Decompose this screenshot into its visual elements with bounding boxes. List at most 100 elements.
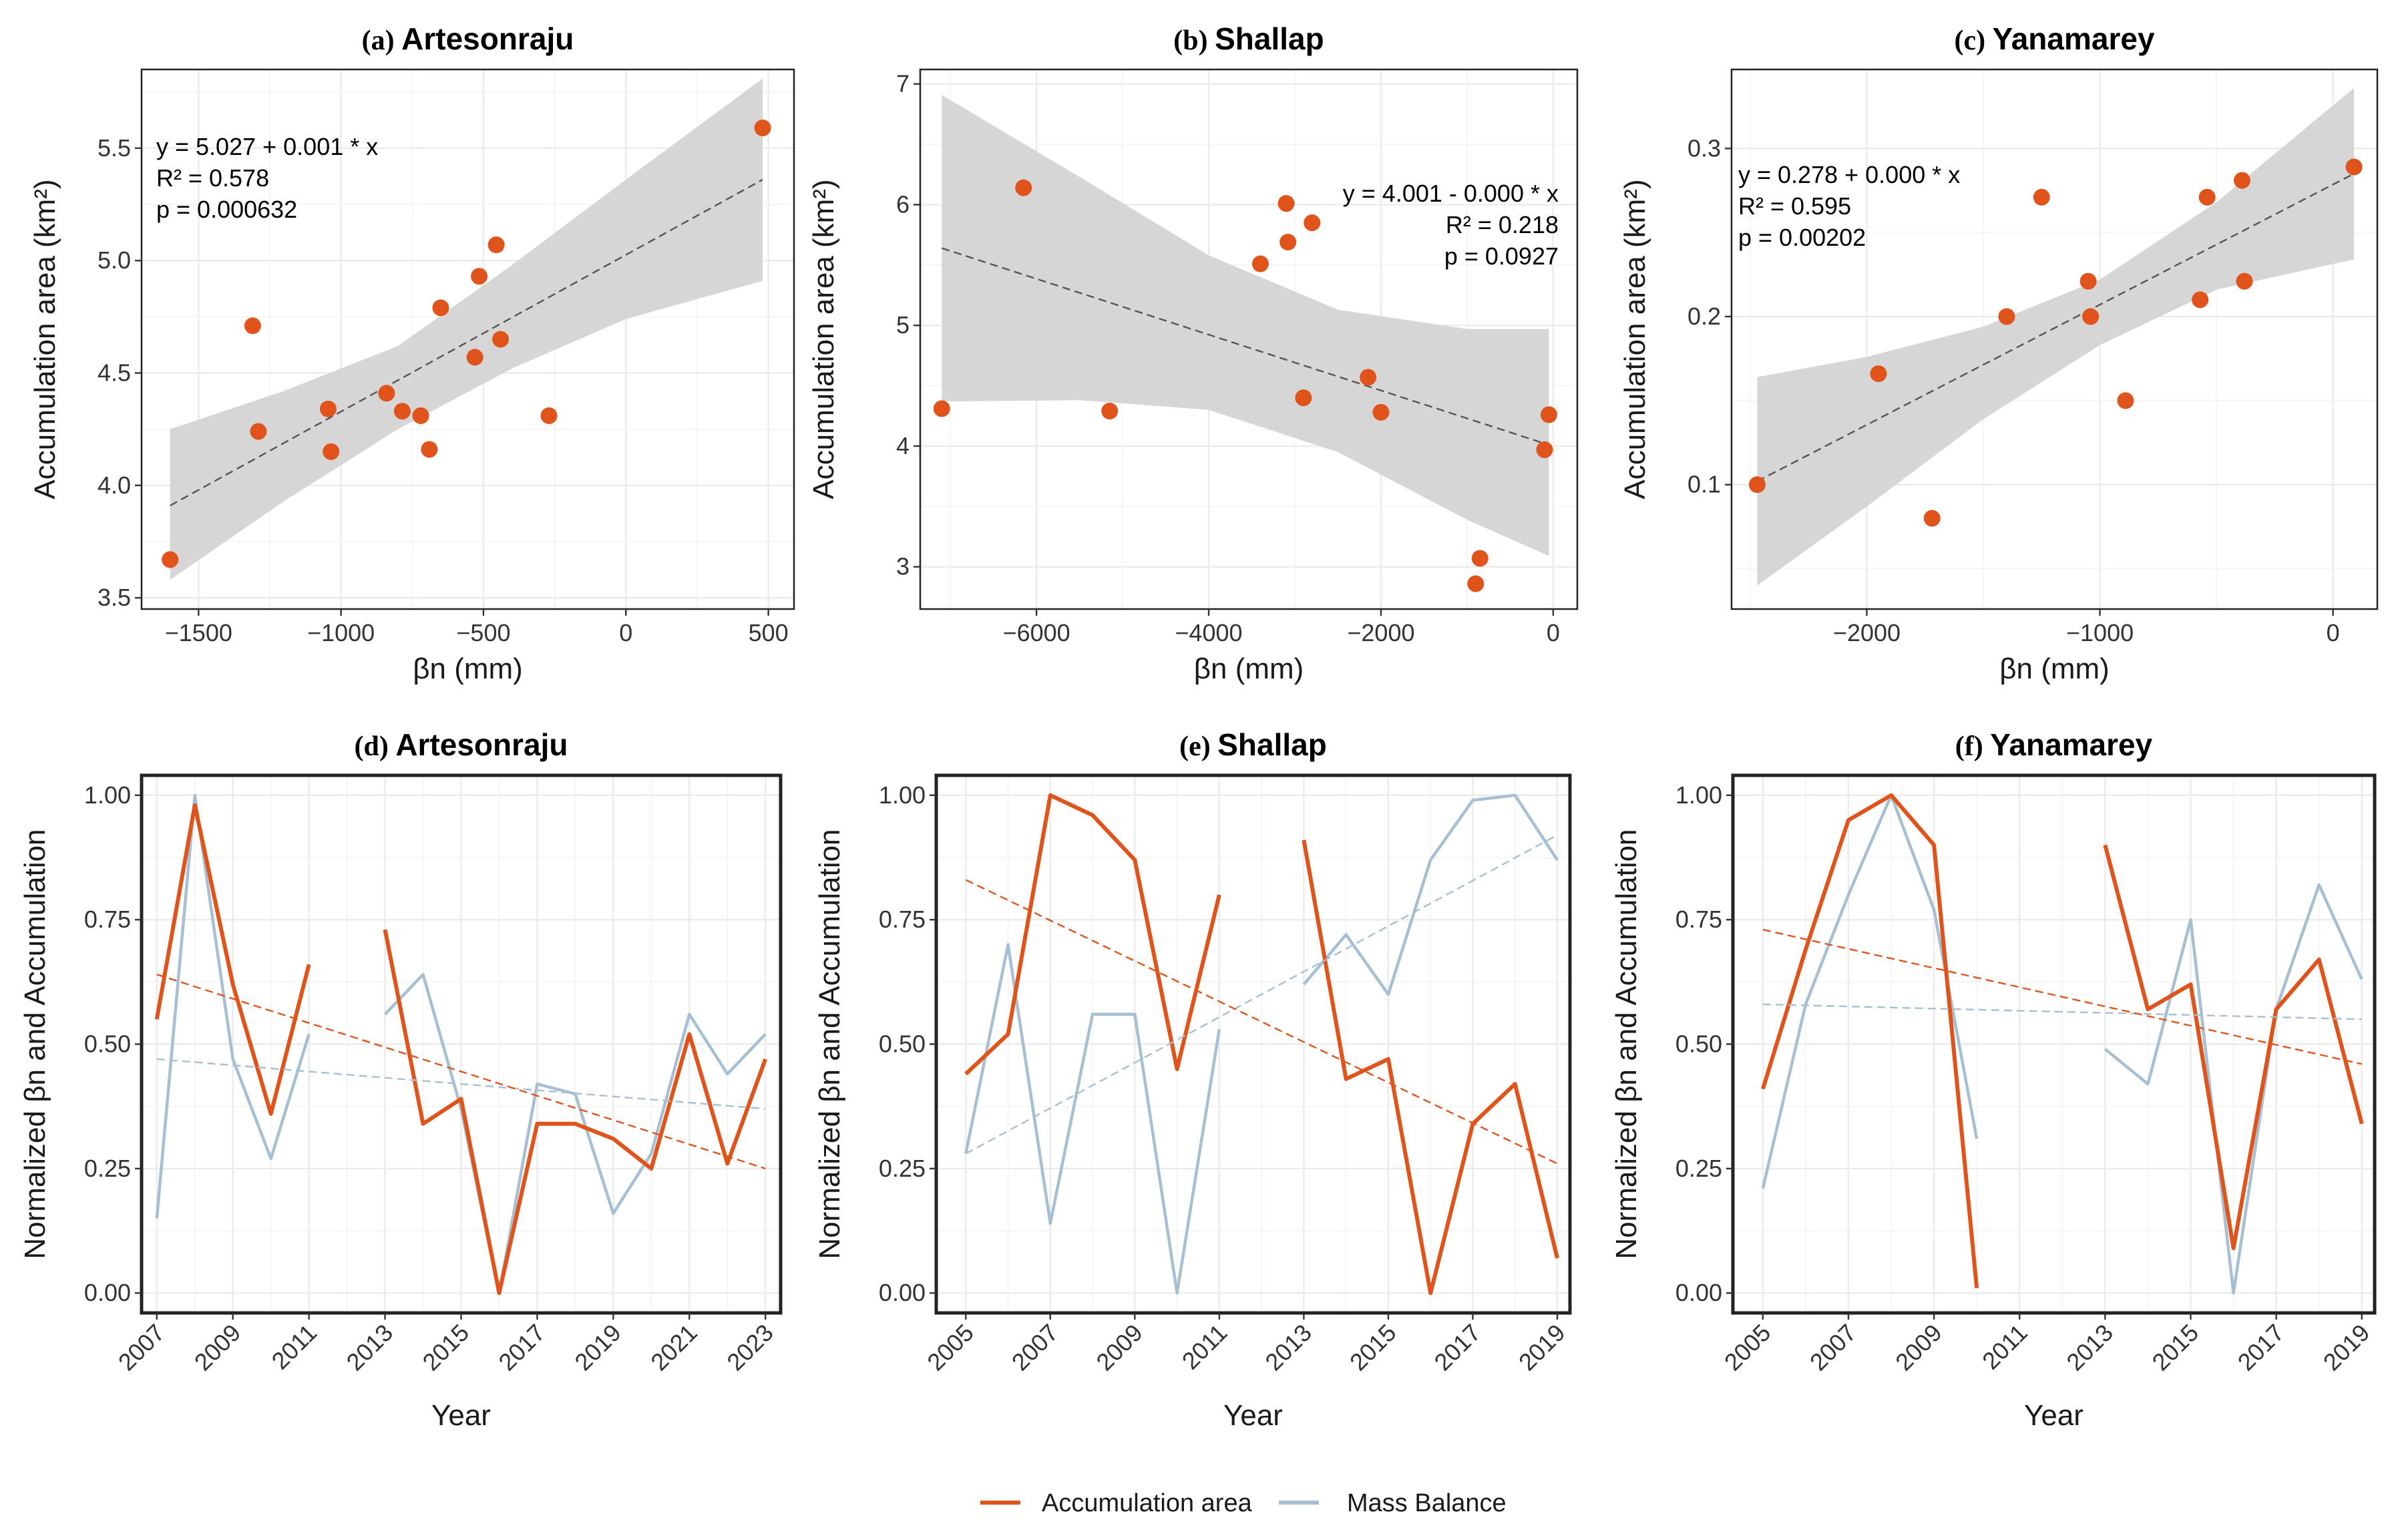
panel-title: (b) Shallap	[1173, 21, 1324, 56]
accumulation-line	[1302, 839, 1559, 1296]
x-tick-label: 2009	[1890, 1319, 1947, 1376]
x-tick-label: −1000	[307, 619, 375, 646]
data-point	[250, 423, 267, 440]
plot-content	[154, 793, 768, 1296]
data-point	[393, 403, 411, 420]
x-tick-label: 2007	[1804, 1319, 1862, 1376]
y-tick-label: 1.00	[84, 781, 131, 809]
x-axis-label: βn (mm)	[1999, 652, 2110, 685]
x-tick-label: −6000	[1003, 619, 1070, 646]
data-point	[2234, 172, 2251, 189]
fit-annotation-line: y = 4.001 - 0.000 * x	[1343, 180, 1559, 207]
panel-title-prefix: (f)	[1955, 731, 1990, 762]
mass-balance-trend-line	[156, 1058, 766, 1110]
x-tick-label: 2019	[569, 1319, 626, 1376]
data-point	[378, 385, 395, 402]
data-point	[1015, 179, 1032, 196]
x-tick-label: 0	[619, 619, 632, 646]
data-point	[162, 551, 179, 568]
data-point	[432, 299, 449, 317]
fit-annotation-line: y = 0.278 + 0.000 * x	[1738, 161, 1960, 188]
mass-balance-line	[1302, 793, 1559, 996]
y-tick-label: 0.00	[879, 1279, 926, 1306]
panel-2: y = 4.001 - 0.000 * x R² = 0.218 p = 0.092…	[807, 21, 1579, 685]
grid-lines	[142, 775, 781, 1313]
x-tick-label: 500	[749, 619, 789, 646]
fit-annotation-line: p = 0.0927	[1444, 242, 1559, 270]
accumulation-line	[1760, 793, 1979, 1289]
regression-line	[941, 247, 1549, 446]
y-tick-label: 5	[896, 311, 910, 339]
x-axis-label: Year	[2024, 1399, 2083, 1432]
fit-annotation-line: p = 0.000632	[156, 196, 297, 223]
y-tick-label: 0.3	[1687, 134, 1721, 162]
data-point	[540, 407, 558, 424]
x-tick-label: 2007	[113, 1319, 170, 1376]
data-point	[244, 317, 261, 335]
x-tick-label: 0	[1547, 619, 1560, 646]
y-tick-label: 4.0	[97, 471, 131, 499]
panel-title-prefix: (e)	[1179, 731, 1217, 762]
x-tick-label: −1000	[2066, 619, 2134, 646]
x-axis-label: Year	[1223, 1399, 1283, 1432]
panel-title: (e) Shallap	[1179, 727, 1327, 762]
legend: Accumulation area Mass Balance	[980, 1489, 1507, 1517]
data-point	[2345, 158, 2363, 176]
y-tick-label: 0.25	[1675, 1155, 1722, 1182]
data-point	[1360, 369, 1377, 386]
x-tick-label: 2005	[1719, 1319, 1776, 1376]
panel-1: y = 5.027 + 0.001 * x R² = 0.578 p = 0.000…	[29, 21, 795, 685]
x-tick-label: 2017	[2232, 1319, 2290, 1376]
x-tick-label: −1500	[165, 619, 232, 646]
y-axis-label: Normalized βn and Accumulation	[19, 829, 51, 1259]
x-axis-label: Year	[431, 1399, 491, 1432]
panel-title: (f) Yanamarey	[1955, 727, 2153, 762]
data-point	[1998, 308, 2015, 325]
x-tick-label: 2013	[2061, 1319, 2118, 1376]
mass-balance-trend-line	[965, 834, 1558, 1155]
data-point	[933, 400, 950, 417]
data-point	[323, 443, 340, 460]
y-tick-label: 0.50	[84, 1030, 131, 1058]
panel-title-name: Yanamarey	[1990, 727, 2152, 762]
data-point	[1870, 365, 1887, 383]
accumulation-trend-line	[156, 974, 766, 1169]
data-point	[1277, 195, 1295, 212]
y-tick-label: 1.00	[1675, 781, 1722, 809]
data-point	[1372, 403, 1390, 421]
y-tick-label: 0.00	[1675, 1279, 1722, 1306]
panel-title: (d) Artesonraju	[354, 727, 568, 762]
mass-balance-line	[2104, 883, 2363, 1295]
data-point	[2082, 308, 2100, 325]
plot-content	[933, 94, 1557, 592]
x-tick-label: 2007	[1006, 1319, 1064, 1376]
data-point	[2198, 188, 2216, 206]
panel-3: y = 0.278 + 0.000 * x R² = 0.595 p = 0.002…	[1619, 21, 2379, 685]
y-tick-label: 0.00	[84, 1279, 131, 1306]
x-tick-label: 2009	[1090, 1319, 1148, 1376]
x-axis-label: βn (mm)	[1194, 652, 1304, 685]
data-point	[1279, 233, 1297, 250]
panel-6: 2005 2007 2009 2011 2013 2015 2017 2019 0.00 0.25…	[1610, 727, 2377, 1432]
y-tick-label: 0.2	[1687, 303, 1721, 330]
panel-5: 2005 2007 2009 2011 2013 2015 2017 2019 0.00 0.25…	[813, 727, 1572, 1432]
x-tick-label: 2015	[1344, 1319, 1402, 1376]
panel-title-name: Artesonraju	[395, 727, 568, 762]
y-axis-label: Normalized βn and Accumulation	[813, 829, 846, 1259]
y-tick-label: 5.5	[97, 134, 131, 162]
regression-line	[1756, 172, 2355, 482]
fit-annotation-line: y = 5.027 + 0.001 * x	[156, 133, 378, 160]
x-tick-label: 2013	[1259, 1319, 1317, 1376]
y-tick-label: 5.0	[97, 246, 131, 274]
plot-content	[1748, 87, 2363, 586]
mass-balance-trend-line	[1762, 1003, 2362, 1020]
x-tick-label: 2019	[2318, 1319, 2375, 1376]
y-tick-label: 1.00	[879, 781, 926, 809]
y-tick-label: 0.25	[879, 1155, 926, 1182]
y-tick-label: 0.75	[879, 906, 926, 933]
data-point	[2079, 272, 2097, 290]
data-point	[2236, 272, 2253, 290]
accumulation-trend-line	[965, 879, 1558, 1165]
y-tick-label: 0.50	[879, 1030, 926, 1058]
